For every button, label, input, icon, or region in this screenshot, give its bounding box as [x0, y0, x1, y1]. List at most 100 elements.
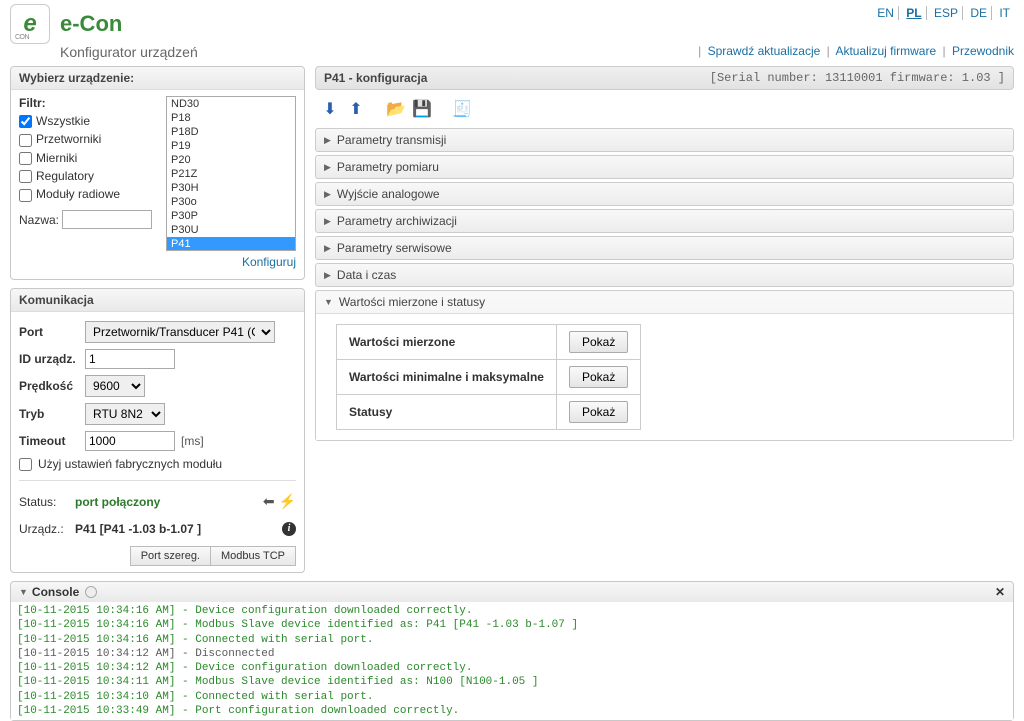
- logo: e CON: [10, 4, 50, 44]
- device-item[interactable]: P30H: [167, 181, 295, 195]
- language-links: EN PL ESP DE IT: [873, 6, 1014, 20]
- filter-transducers-checkbox[interactable]: [19, 134, 32, 147]
- device-item[interactable]: P30P: [167, 209, 295, 223]
- console-line: [10-11-2015 10:34:16 AM] - Modbus Slave …: [17, 618, 1007, 632]
- console-line: [10-11-2015 10:34:12 AM] - Device config…: [17, 661, 1007, 675]
- row-label: Wartości mierzone: [337, 325, 557, 360]
- save-icon[interactable]: 💾: [411, 98, 433, 120]
- device-list[interactable]: ND30 P18 P18D P19 P20 P21Z P30H P30o P30…: [166, 96, 296, 251]
- filter-regulators[interactable]: Regulatory: [19, 167, 160, 185]
- filter-all-checkbox[interactable]: [19, 115, 32, 128]
- section-service[interactable]: ▶Parametry serwisowe: [315, 236, 1014, 260]
- device-item-selected[interactable]: P41: [167, 237, 295, 251]
- communication-panel: Komunikacja Port Przetwornik/Transducer …: [10, 288, 305, 573]
- guide-link[interactable]: Przewodnik: [952, 44, 1014, 58]
- console-body: [10-11-2015 10:34:16 AM] - Device config…: [11, 602, 1013, 720]
- device-item[interactable]: P18: [167, 111, 295, 125]
- device-label: Urządz.:: [19, 522, 69, 536]
- subtitle: Konfigurator urządzeń: [60, 44, 198, 60]
- device-item[interactable]: P21Z: [167, 167, 295, 181]
- filter-meters[interactable]: Mierniki: [19, 149, 160, 167]
- plug-icons: ⬅ ⚡: [263, 493, 296, 510]
- check-updates-link[interactable]: Sprawdź aktualizacje: [708, 44, 821, 58]
- help-links: | Sprawdź aktualizacje | Aktualizuj firm…: [695, 44, 1014, 60]
- console-panel: ▼ Console ✕ [10-11-2015 10:34:16 AM] - D…: [10, 581, 1014, 721]
- brand-title: e-Con: [60, 11, 122, 37]
- show-button[interactable]: Pokaż: [569, 331, 628, 353]
- show-button[interactable]: Pokaż: [569, 366, 628, 388]
- section-measured-values: ▼Wartości mierzone i statusy Wartości mi…: [315, 290, 1014, 441]
- name-input[interactable]: [62, 210, 152, 229]
- chevron-down-icon[interactable]: ▼: [19, 587, 28, 597]
- lang-de[interactable]: DE: [966, 6, 992, 20]
- filter-radio-checkbox[interactable]: [19, 189, 32, 202]
- section-measurement[interactable]: ▶Parametry pomiaru: [315, 155, 1014, 179]
- show-button[interactable]: Pokaż: [569, 401, 628, 423]
- header: e CON e-Con EN PL ESP DE IT: [0, 0, 1024, 44]
- device-item[interactable]: P30o: [167, 195, 295, 209]
- device-item[interactable]: ND30: [167, 97, 295, 111]
- console-line: [10-11-2015 10:34:11 AM] - Modbus Slave …: [17, 675, 1007, 689]
- console-header: ▼ Console ✕: [11, 582, 1013, 602]
- device-select-title: Wybierz urządzenie:: [11, 67, 304, 90]
- filter-regulators-checkbox[interactable]: [19, 170, 32, 183]
- lang-esp[interactable]: ESP: [930, 6, 963, 20]
- update-firmware-link[interactable]: Aktualizuj firmware: [835, 44, 936, 58]
- filter-meters-checkbox[interactable]: [19, 152, 32, 165]
- device-item[interactable]: P30U: [167, 223, 295, 237]
- device-value: P41 [P41 -1.03 b-1.07 ]: [75, 522, 201, 536]
- connect-icon[interactable]: ⚡: [279, 493, 296, 510]
- table-row: Wartości mierzone Pokaż: [337, 325, 641, 360]
- lang-en[interactable]: EN: [873, 6, 899, 20]
- download-icon[interactable]: ⬇: [319, 98, 341, 120]
- timeout-label: Timeout: [19, 434, 79, 448]
- upload-icon[interactable]: ⬆: [345, 98, 367, 120]
- port-label: Port: [19, 325, 79, 339]
- tab-serial[interactable]: Port szereg.: [130, 546, 211, 566]
- port-select[interactable]: Przetwornik/Transducer P41 (COM: [85, 321, 275, 343]
- export-pdf-icon[interactable]: 🧾: [451, 98, 473, 120]
- clear-console-icon[interactable]: [85, 586, 97, 598]
- close-icon[interactable]: ✕: [995, 585, 1005, 599]
- console-line: [10-11-2015 10:34:16 AM] - Device config…: [17, 604, 1007, 618]
- chevron-right-icon: ▶: [324, 162, 331, 173]
- chevron-down-icon: ▼: [324, 297, 333, 307]
- tab-modbus[interactable]: Modbus TCP: [211, 546, 296, 566]
- mode-label: Tryb: [19, 407, 79, 421]
- device-item[interactable]: P20: [167, 153, 295, 167]
- console-line: [10-11-2015 10:34:16 AM] - Connected wit…: [17, 633, 1007, 647]
- timeout-input[interactable]: [85, 431, 175, 451]
- factory-checkbox[interactable]: [19, 458, 32, 471]
- chevron-right-icon: ▶: [324, 243, 331, 254]
- section-datetime[interactable]: ▶Data i czas: [315, 263, 1014, 287]
- filter-label: Filtr:: [19, 96, 160, 112]
- mode-select[interactable]: RTU 8N2: [85, 403, 165, 425]
- config-header: P41 - konfiguracja [Serial number: 13110…: [315, 66, 1014, 90]
- speed-label: Prędkość: [19, 379, 79, 393]
- table-row: Statusy Pokaż: [337, 395, 641, 430]
- info-icon[interactable]: i: [282, 522, 296, 536]
- console-line: [10-11-2015 10:34:10 AM] - Connected wit…: [17, 690, 1007, 704]
- section-analog-output[interactable]: ▶Wyjście analogowe: [315, 182, 1014, 206]
- section-transmission[interactable]: ▶Parametry transmisji: [315, 128, 1014, 152]
- section-measured-values-header[interactable]: ▼Wartości mierzone i statusy: [316, 291, 1013, 313]
- device-select-panel: Wybierz urządzenie: Filtr: Wszystkie Prz…: [10, 66, 305, 280]
- filter-transducers[interactable]: Przetworniki: [19, 130, 160, 148]
- section-archiving[interactable]: ▶Parametry archiwizacji: [315, 209, 1014, 233]
- device-item[interactable]: P19: [167, 139, 295, 153]
- device-item[interactable]: P18D: [167, 125, 295, 139]
- disconnect-icon[interactable]: ⬅: [263, 493, 275, 510]
- lang-it[interactable]: IT: [995, 6, 1014, 20]
- subtitle-row: Konfigurator urządzeń | Sprawdź aktualiz…: [0, 44, 1024, 66]
- row-label: Wartości minimalne i maksymalne: [337, 360, 557, 395]
- values-table: Wartości mierzone Pokaż Wartości minimal…: [336, 324, 641, 430]
- filter-all[interactable]: Wszystkie: [19, 112, 160, 130]
- id-input[interactable]: [85, 349, 175, 369]
- speed-select[interactable]: 9600: [85, 375, 145, 397]
- row-label: Statusy: [337, 395, 557, 430]
- folder-open-icon[interactable]: 📂: [385, 98, 407, 120]
- filter-radio[interactable]: Moduły radiowe: [19, 185, 160, 203]
- lang-pl[interactable]: PL: [902, 6, 926, 20]
- configure-link[interactable]: Konfiguruj: [242, 255, 296, 269]
- console-title: Console: [32, 585, 79, 599]
